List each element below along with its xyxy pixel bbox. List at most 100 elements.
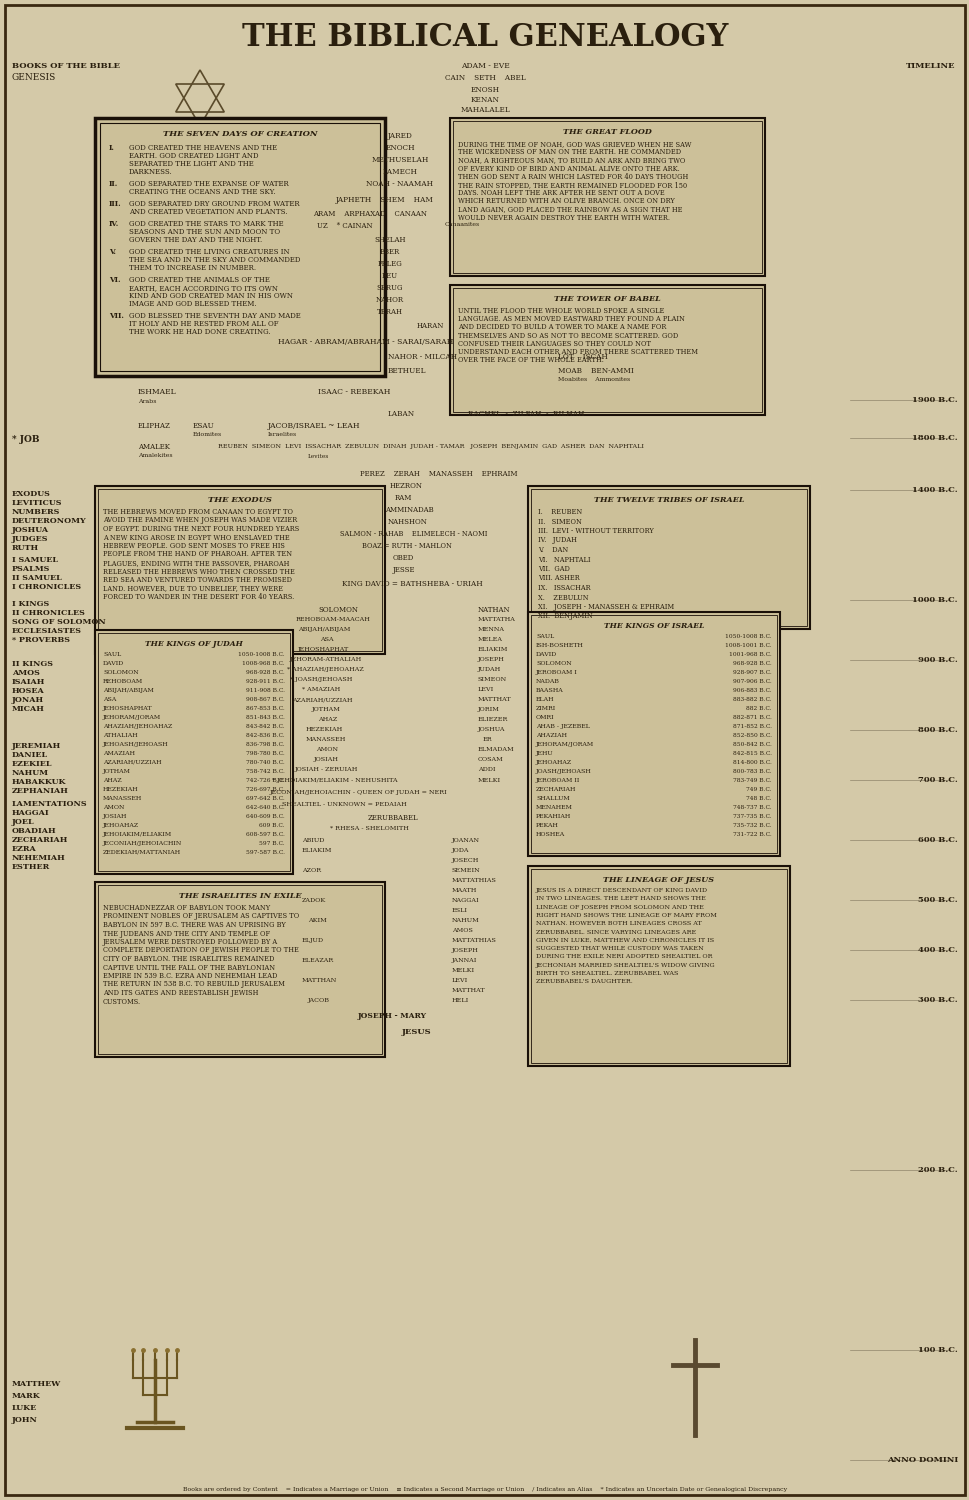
Text: Books are ordered by Content    = Indicates a Marriage or Union    ≡ Indicates a: Books are ordered by Content = Indicates… <box>183 1486 786 1492</box>
Text: GOD CREATED THE STARS TO MARK THE: GOD CREATED THE STARS TO MARK THE <box>129 220 283 228</box>
Text: ZECHARIAH: ZECHARIAH <box>536 788 576 792</box>
Text: 726-697 B.C.: 726-697 B.C. <box>246 788 285 792</box>
Text: BIRTH TO SHEALTIEL. ZERUBBABEL WAS: BIRTH TO SHEALTIEL. ZERUBBABEL WAS <box>536 970 677 976</box>
Text: 300 B.C.: 300 B.C. <box>918 996 957 1004</box>
Text: ASA: ASA <box>103 698 116 702</box>
Text: LAMENTATIONS: LAMENTATIONS <box>12 800 87 808</box>
Text: GOVERN THE DAY AND THE NIGHT.: GOVERN THE DAY AND THE NIGHT. <box>129 236 262 244</box>
Text: LABAN: LABAN <box>388 410 415 419</box>
Text: GOD CREATED THE HEAVENS AND THE: GOD CREATED THE HEAVENS AND THE <box>129 144 277 152</box>
Text: 780-740 B.C.: 780-740 B.C. <box>246 760 285 765</box>
Text: THE LINEAGE OF JESUS: THE LINEAGE OF JESUS <box>603 876 714 884</box>
Text: ARAM    ARPHAXAD    CANAAN: ARAM ARPHAXAD CANAAN <box>313 210 426 218</box>
Text: SEMEIN: SEMEIN <box>452 868 480 873</box>
Text: JUDGES: JUDGES <box>12 536 48 543</box>
Text: Edomites: Edomites <box>193 432 222 436</box>
Text: HOSHEA: HOSHEA <box>536 833 565 837</box>
Text: JEREMIAH: JEREMIAH <box>12 742 61 750</box>
Text: 1001-968 B.C.: 1001-968 B.C. <box>729 652 771 657</box>
Text: Levites: Levites <box>308 454 328 459</box>
Text: ELAH: ELAH <box>536 698 554 702</box>
Text: 758-742 B.C.: 758-742 B.C. <box>246 770 285 774</box>
Text: AND ITS GATES AND REESTABLISH JEWISH: AND ITS GATES AND REESTABLISH JEWISH <box>103 988 258 998</box>
Text: JOSECH: JOSECH <box>452 858 479 862</box>
Text: JUDAH: JUDAH <box>478 668 501 672</box>
Text: JOSEPH - MARY: JOSEPH - MARY <box>358 1013 426 1020</box>
Text: ECCLESIASTES: ECCLESIASTES <box>12 627 82 634</box>
Text: JECONIAH/JEHOIACHIN - QUEEN OF JUDAH = NERI: JECONIAH/JEHOIACHIN - QUEEN OF JUDAH = N… <box>269 790 448 795</box>
Text: ISAIAH: ISAIAH <box>12 678 46 686</box>
Text: ABIJAH/ABIJAM: ABIJAH/ABIJAM <box>297 627 350 632</box>
Text: COSAM: COSAM <box>478 758 503 762</box>
Text: 907-906 B.C.: 907-906 B.C. <box>733 680 771 684</box>
Text: IV.: IV. <box>109 220 119 228</box>
Text: CITY OF BABYLON. THE ISRAELITES REMAINED: CITY OF BABYLON. THE ISRAELITES REMAINED <box>103 956 274 963</box>
Text: WHICH RETURNED WITH AN OLIVE BRANCH. ONCE ON DRY: WHICH RETURNED WITH AN OLIVE BRANCH. ONC… <box>457 198 674 206</box>
Text: JEHOSHAPHAT: JEHOSHAPHAT <box>103 706 152 711</box>
Text: * AHAZIAH/JEHOAHAZ: * AHAZIAH/JEHOAHAZ <box>287 668 363 672</box>
Text: I CHRONICLES: I CHRONICLES <box>12 584 81 591</box>
Text: ER: ER <box>483 736 492 742</box>
Text: Israelites: Israelites <box>267 432 297 436</box>
Text: JESSE: JESSE <box>392 566 415 574</box>
Text: MATTHAT: MATTHAT <box>452 988 485 993</box>
Text: V.: V. <box>109 248 115 256</box>
Text: HAGGAI: HAGGAI <box>12 808 49 818</box>
Text: VI.: VI. <box>109 276 120 284</box>
Text: NUMBERS: NUMBERS <box>12 509 60 516</box>
Text: JEHU: JEHU <box>536 752 553 756</box>
Text: AKIM: AKIM <box>308 918 327 922</box>
Text: SEPARATED THE LIGHT AND THE: SEPARATED THE LIGHT AND THE <box>129 160 254 168</box>
FancyBboxPatch shape <box>527 612 779 856</box>
Text: LAND AGAIN, GOD PLACED THE RAINBOW AS A SIGN THAT HE: LAND AGAIN, GOD PLACED THE RAINBOW AS A … <box>457 206 682 213</box>
Text: GOD BLESSED THE SEVENTH DAY AND MADE: GOD BLESSED THE SEVENTH DAY AND MADE <box>129 312 300 320</box>
Text: JOTHAM: JOTHAM <box>312 706 340 712</box>
Text: ELIAKIM: ELIAKIM <box>478 646 508 652</box>
FancyBboxPatch shape <box>527 865 789 1066</box>
Text: II CHRONICLES: II CHRONICLES <box>12 609 85 616</box>
Text: BAASHA: BAASHA <box>536 688 563 693</box>
Text: THEMSELVES AND SO AS NOT TO BECOME SCATTERED. GOD: THEMSELVES AND SO AS NOT TO BECOME SCATT… <box>457 332 677 339</box>
Text: SHALLUM: SHALLUM <box>536 796 569 801</box>
Text: 928-907 B.C.: 928-907 B.C. <box>733 670 771 675</box>
Text: HEZEKIAH: HEZEKIAH <box>305 728 343 732</box>
Text: 906-883 B.C.: 906-883 B.C. <box>733 688 771 693</box>
Text: NAHUM: NAHUM <box>12 770 49 777</box>
Text: IMAGE AND GOD BLESSED THEM.: IMAGE AND GOD BLESSED THEM. <box>129 300 257 307</box>
Text: DAVID: DAVID <box>103 662 124 666</box>
Text: 800 B.C.: 800 B.C. <box>918 726 957 734</box>
Text: FORCED TO WANDER IN THE DESERT FOR 40 YEARS.: FORCED TO WANDER IN THE DESERT FOR 40 YE… <box>103 592 294 602</box>
Text: 968-928 B.C.: 968-928 B.C. <box>246 670 285 675</box>
Text: JOEL: JOEL <box>12 818 35 827</box>
Text: CREATING THE OCEANS AND THE SKY.: CREATING THE OCEANS AND THE SKY. <box>129 188 275 196</box>
Text: MATTHEW: MATTHEW <box>12 1380 61 1388</box>
Text: 600 B.C.: 600 B.C. <box>918 836 957 844</box>
Text: II.   SIMEON: II. SIMEON <box>538 518 581 525</box>
Text: JEHORAM-ATHALIAH: JEHORAM-ATHALIAH <box>290 657 361 662</box>
Text: 742-726 B.C.: 742-726 B.C. <box>246 778 285 783</box>
Text: THE TWELVE TRIBES OF ISRAEL: THE TWELVE TRIBES OF ISRAEL <box>593 496 743 504</box>
Text: MICAH: MICAH <box>12 705 45 712</box>
Text: I.: I. <box>109 144 114 152</box>
Text: Amalekites: Amalekites <box>138 453 172 458</box>
Text: ZIMRI: ZIMRI <box>536 706 555 711</box>
Text: ANNO DOMINI: ANNO DOMINI <box>886 1456 957 1464</box>
Text: THE RAIN STOPPED, THE EARTH REMAINED FLOODED FOR 150: THE RAIN STOPPED, THE EARTH REMAINED FLO… <box>457 182 686 189</box>
Text: SEASONS AND THE SUN AND MOON TO: SEASONS AND THE SUN AND MOON TO <box>129 228 280 236</box>
Text: TERAH: TERAH <box>377 308 402 316</box>
Text: JAPHETH    SHEM    HAM: JAPHETH SHEM HAM <box>335 196 433 204</box>
Text: EARTH. GOD CREATED LIGHT AND: EARTH. GOD CREATED LIGHT AND <box>129 152 258 160</box>
Text: THE RETURN IN 538 B.C. TO REBUILD JERUSALEM: THE RETURN IN 538 B.C. TO REBUILD JERUSA… <box>103 981 285 988</box>
Text: ZADOK: ZADOK <box>301 898 326 903</box>
Text: RELEASED THE HEBREWS WHO THEN CROSSED THE: RELEASED THE HEBREWS WHO THEN CROSSED TH… <box>103 567 295 576</box>
Text: 748 B.C.: 748 B.C. <box>746 796 771 801</box>
Text: JEHOIAKIM/ELIAKIM: JEHOIAKIM/ELIAKIM <box>103 833 172 837</box>
Text: HAGAR - ABRAM/ABRAHAM - SARAI/SARAH: HAGAR - ABRAM/ABRAHAM - SARAI/SARAH <box>278 338 453 346</box>
Text: THE WICKEDNESS OF MAN ON THE EARTH. HE COMMANDED: THE WICKEDNESS OF MAN ON THE EARTH. HE C… <box>457 148 680 156</box>
Text: BOOKS OF THE BIBLE: BOOKS OF THE BIBLE <box>12 62 120 70</box>
Text: IT HOLY AND HE RESTED FROM ALL OF: IT HOLY AND HE RESTED FROM ALL OF <box>129 320 278 328</box>
Text: ZEDEKIAH/MATTANIAH: ZEDEKIAH/MATTANIAH <box>103 850 181 855</box>
Text: 1050-1008 B.C.: 1050-1008 B.C. <box>725 634 771 639</box>
Text: AMON: AMON <box>316 747 337 752</box>
Text: OBADIAH: OBADIAH <box>12 827 56 836</box>
